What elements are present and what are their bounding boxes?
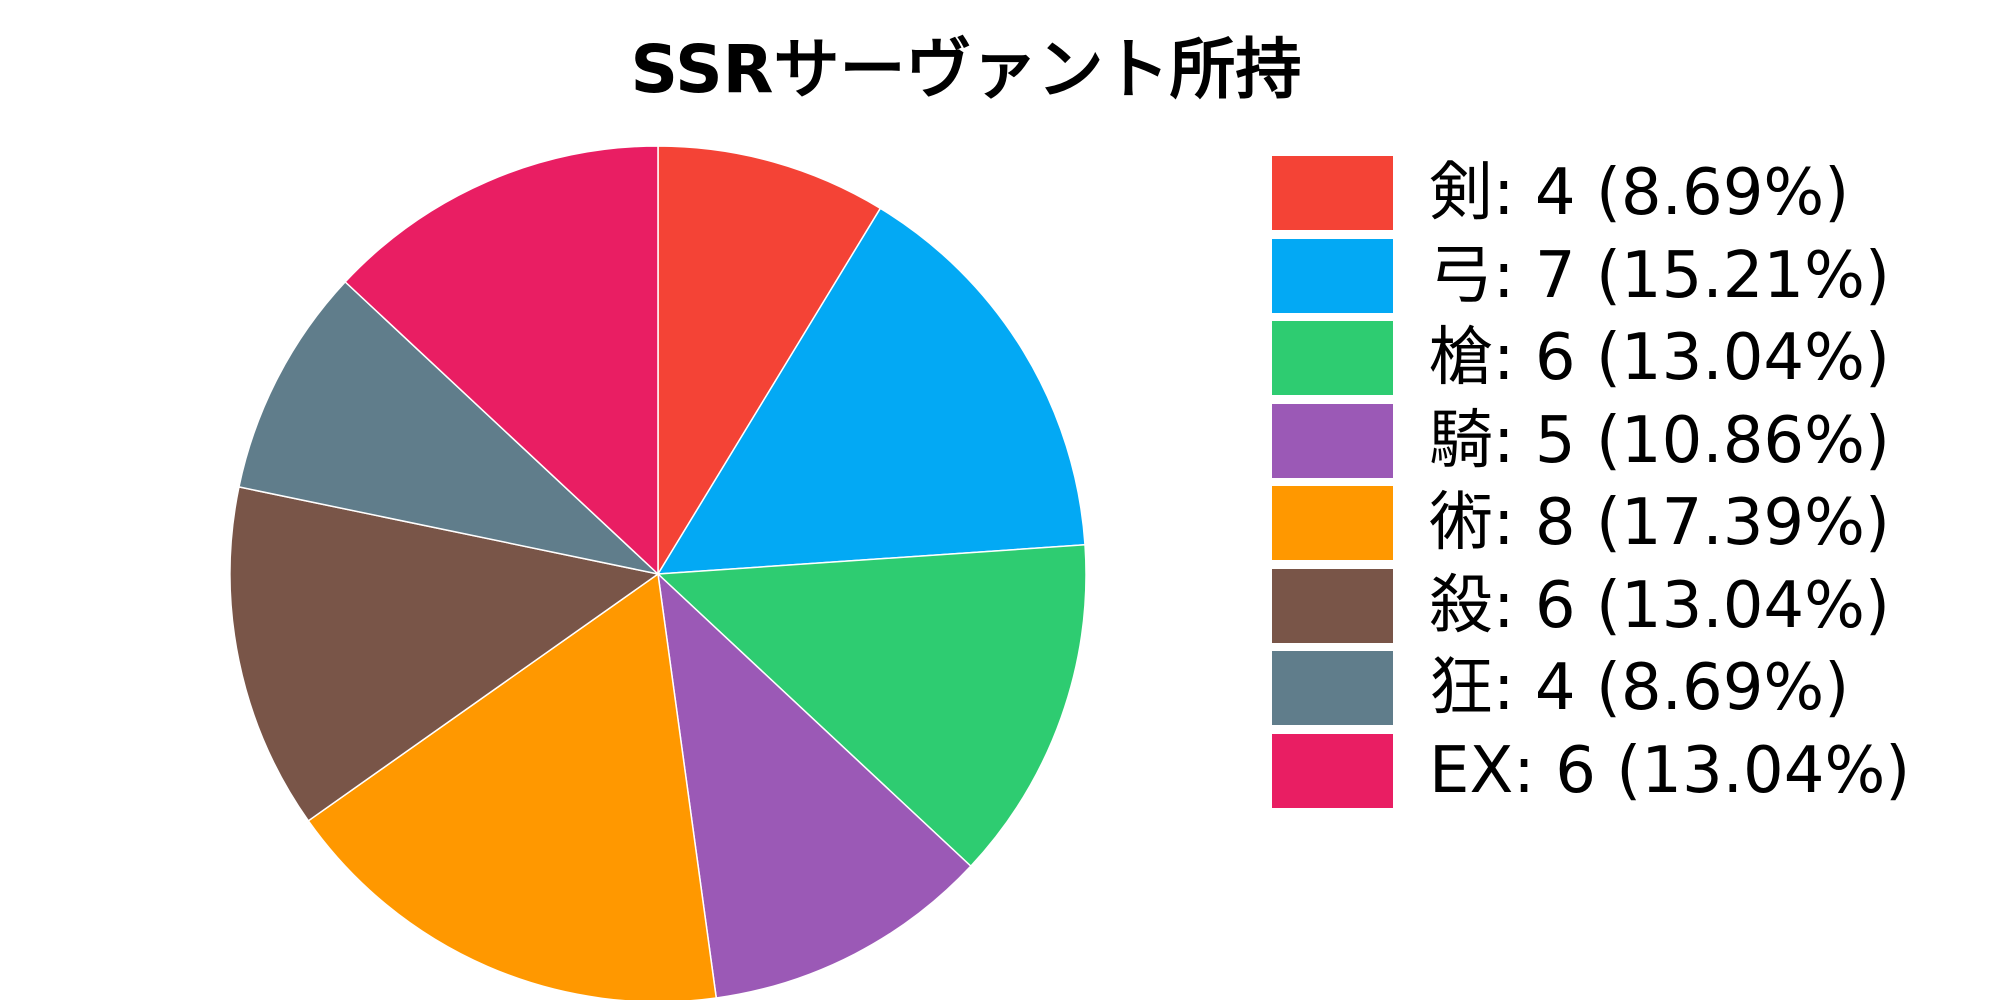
pie-slice-7	[238, 280, 661, 576]
pie-slice-2	[656, 207, 1086, 575]
legend-item-8: EX: 6 (13.04%)	[1272, 730, 1910, 813]
legend-label: 弓: 7 (15.21%)	[1429, 238, 1890, 313]
legend-label: 槍: 6 (13.04%)	[1429, 321, 1890, 396]
legend-item-6: 殺: 6 (13.04%)	[1272, 565, 1910, 648]
legend-label: 剣: 4 (8.69%)	[1429, 156, 1850, 231]
legend-swatch	[1272, 486, 1393, 561]
legend: 剣: 4 (8.69%) 弓: 7 (15.21%) 槍: 6 (13.04%) 騎:…	[1272, 152, 1910, 812]
legend-swatch	[1272, 238, 1393, 313]
legend-label: 狂: 4 (8.69%)	[1429, 651, 1850, 726]
pie-slice-6	[229, 486, 660, 822]
legend-swatch	[1272, 321, 1393, 396]
pie-slice-3	[656, 543, 1087, 868]
pie-slice-8	[344, 145, 659, 576]
legend-item-5: 術: 8 (17.39%)	[1272, 482, 1910, 565]
legend-label: 騎: 5 (10.86%)	[1429, 403, 1890, 478]
pie-slice-5	[307, 572, 718, 1000]
pie-slice-1	[657, 145, 882, 577]
legend-swatch	[1272, 403, 1393, 478]
legend-label: EX: 6 (13.04%)	[1429, 733, 1911, 808]
legend-item-7: 狂: 4 (8.69%)	[1272, 647, 1910, 730]
legend-swatch	[1272, 156, 1393, 231]
chart-title: SSRサーヴァント所持	[630, 31, 1302, 108]
legend-item-1: 剣: 4 (8.69%)	[1272, 152, 1910, 235]
legend-swatch	[1272, 733, 1393, 808]
legend-swatch	[1272, 651, 1393, 726]
legend-item-2: 弓: 7 (15.21%)	[1272, 235, 1910, 318]
legend-swatch	[1272, 568, 1393, 643]
legend-item-4: 騎: 5 (10.86%)	[1272, 400, 1910, 483]
pie-slice-4	[656, 572, 972, 999]
legend-label: 殺: 6 (13.04%)	[1429, 568, 1890, 643]
legend-item-3: 槍: 6 (13.04%)	[1272, 317, 1910, 400]
legend-label: 術: 8 (17.39%)	[1429, 486, 1890, 561]
